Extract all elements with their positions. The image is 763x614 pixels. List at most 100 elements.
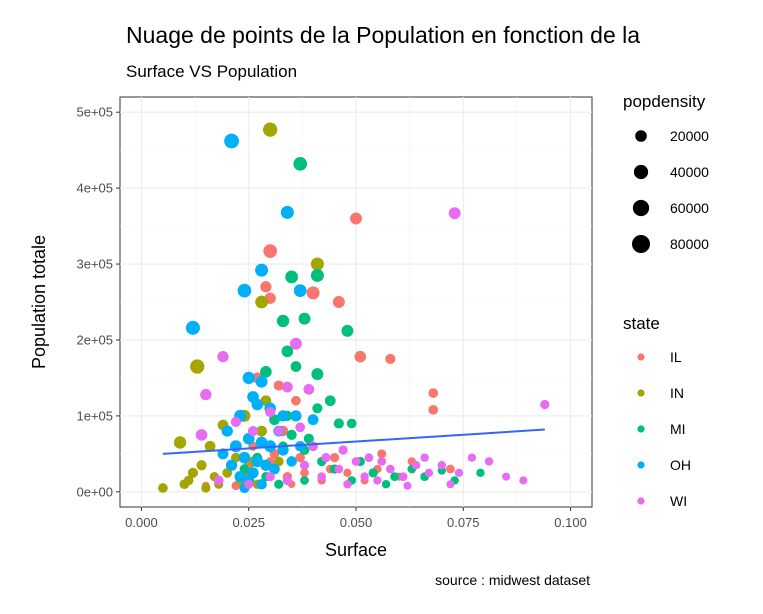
y-tick-label: 3e+05 [76,257,113,272]
data-point-wi [217,351,229,363]
size-legend-key [633,164,649,180]
data-point-wi [265,407,276,418]
data-point-mi [303,433,314,444]
data-point-mi [333,418,344,429]
data-point-il [377,449,387,459]
size-legend-key [635,130,647,142]
data-point-il [306,286,320,300]
data-point-mi [312,403,323,414]
data-point-wi [540,399,550,410]
data-point-il [446,464,455,474]
y-tick-label: 4e+05 [76,181,113,196]
data-point-mi [260,366,272,378]
data-point-oh [255,375,268,388]
data-point-oh [256,478,267,490]
color-legend-key-in [637,389,645,397]
data-point-wi [446,480,455,489]
size-legend-key [632,235,650,253]
color-legend-key-oh [637,461,645,469]
x-tick-label: 0.075 [447,515,480,530]
data-point-wi [321,453,331,463]
x-tick-label: 0.025 [232,515,265,530]
color-legend-key-wi [637,497,645,505]
data-point-wi [377,457,387,466]
data-point-in [190,359,205,374]
data-point-in [263,122,278,137]
points-layer [158,122,550,494]
data-point-wi [273,426,284,436]
data-point-wi [247,425,259,437]
data-point-wi [213,475,224,486]
data-point-oh [286,456,297,467]
data-point-wi [484,457,494,466]
data-point-wi [343,480,352,489]
data-point-wi [282,475,292,486]
data-point-wi [424,468,434,478]
data-point-wi [281,381,293,393]
x-tick-label: 0.050 [340,515,373,530]
data-point-wi [519,476,528,485]
data-point-wi [398,472,408,481]
data-point-wi [334,464,344,474]
color-legend-key-il [637,353,645,361]
chart-caption: source : midwest dataset [435,572,590,588]
data-point-il [428,388,439,398]
data-point-oh [260,459,272,471]
data-point-oh [185,320,200,335]
data-point-mi [281,345,294,358]
data-point-in [173,436,187,449]
data-point-oh [221,425,233,437]
trend-layer [162,428,545,455]
data-point-oh [225,459,238,471]
data-point-il [273,380,284,391]
data-point-mi [341,324,354,337]
data-point-mi [274,479,284,489]
data-point-in [201,483,211,493]
data-point-wi [317,472,327,481]
data-point-wi [265,472,275,482]
chart-subtitle: Surface VS Population [126,62,298,81]
data-point-mi [290,361,302,372]
data-point-oh [251,455,264,468]
data-point-il [300,468,309,478]
data-point-in [187,467,199,478]
data-point-mi [269,414,280,426]
data-point-oh [251,398,264,411]
data-point-wi [448,207,461,220]
data-point-wi [411,461,421,470]
data-point-oh [307,414,319,426]
data-point-oh [237,283,252,298]
data-point-in [179,479,190,490]
data-point-mi [346,418,357,429]
color-legend: state IL IN MI OH WI [623,314,691,509]
color-legend-label: IN [670,385,684,401]
axis-ticks: 0.000 0.025 0.050 0.075 0.100 0e+00 1e+05 2e+05… [76,105,586,530]
data-point-mi [476,468,485,478]
data-point-oh [290,410,302,422]
data-point-oh [234,470,246,483]
data-point-mi [285,270,299,284]
y-tick-label: 1e+05 [76,408,113,423]
data-point-oh [269,463,280,475]
data-point-wi [351,457,361,466]
data-point-wi [303,383,315,395]
data-point-wi [244,479,254,489]
data-point-mi [286,429,297,440]
data-point-mi [276,314,290,328]
data-point-wi [295,422,306,433]
data-point-oh [238,451,251,464]
data-point-il [385,353,396,365]
trend-line [162,428,545,455]
data-point-il [332,296,345,308]
data-point-il [329,453,340,463]
data-point-oh [255,263,269,277]
size-legend-label: 80000 [670,236,709,252]
data-point-il [428,404,439,415]
data-point-in [204,440,216,452]
data-point-mi [298,312,311,325]
data-point-il [350,212,362,225]
y-axis-title: Population totale [29,235,49,369]
data-point-wi [467,453,477,462]
color-legend-title: state [623,314,660,333]
